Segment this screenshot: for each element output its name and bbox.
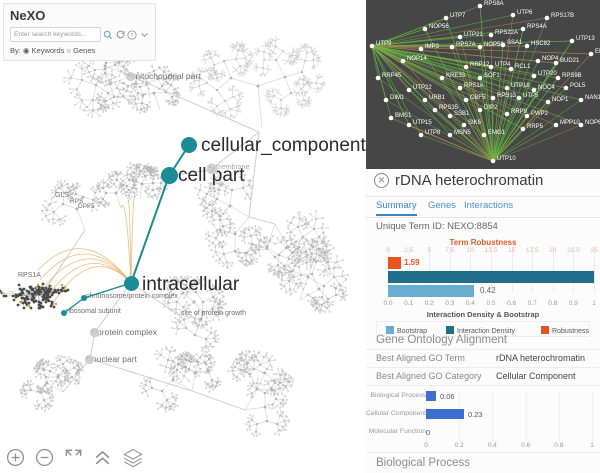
svg-text:?: ? — [130, 33, 133, 39]
